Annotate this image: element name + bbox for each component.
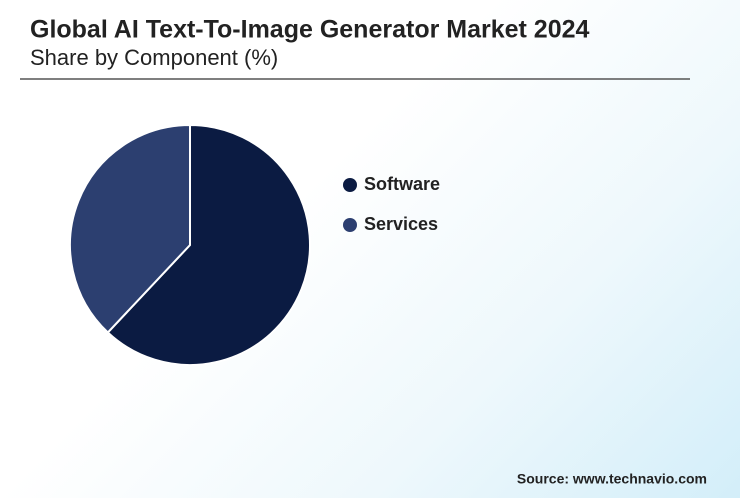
legend-label: Software bbox=[364, 174, 440, 194]
pie-slice bbox=[106, 123, 311, 366]
chart-subtitle: Share by Component (%) bbox=[30, 45, 278, 70]
legend-swatch bbox=[343, 218, 357, 232]
chart-title: Global AI Text-To-Image Generator Market… bbox=[30, 16, 590, 44]
pie-slice bbox=[69, 123, 191, 334]
source: Source: www.technavio.com bbox=[517, 471, 707, 487]
legend-label: Services bbox=[364, 214, 438, 234]
legend-swatch bbox=[343, 178, 357, 192]
